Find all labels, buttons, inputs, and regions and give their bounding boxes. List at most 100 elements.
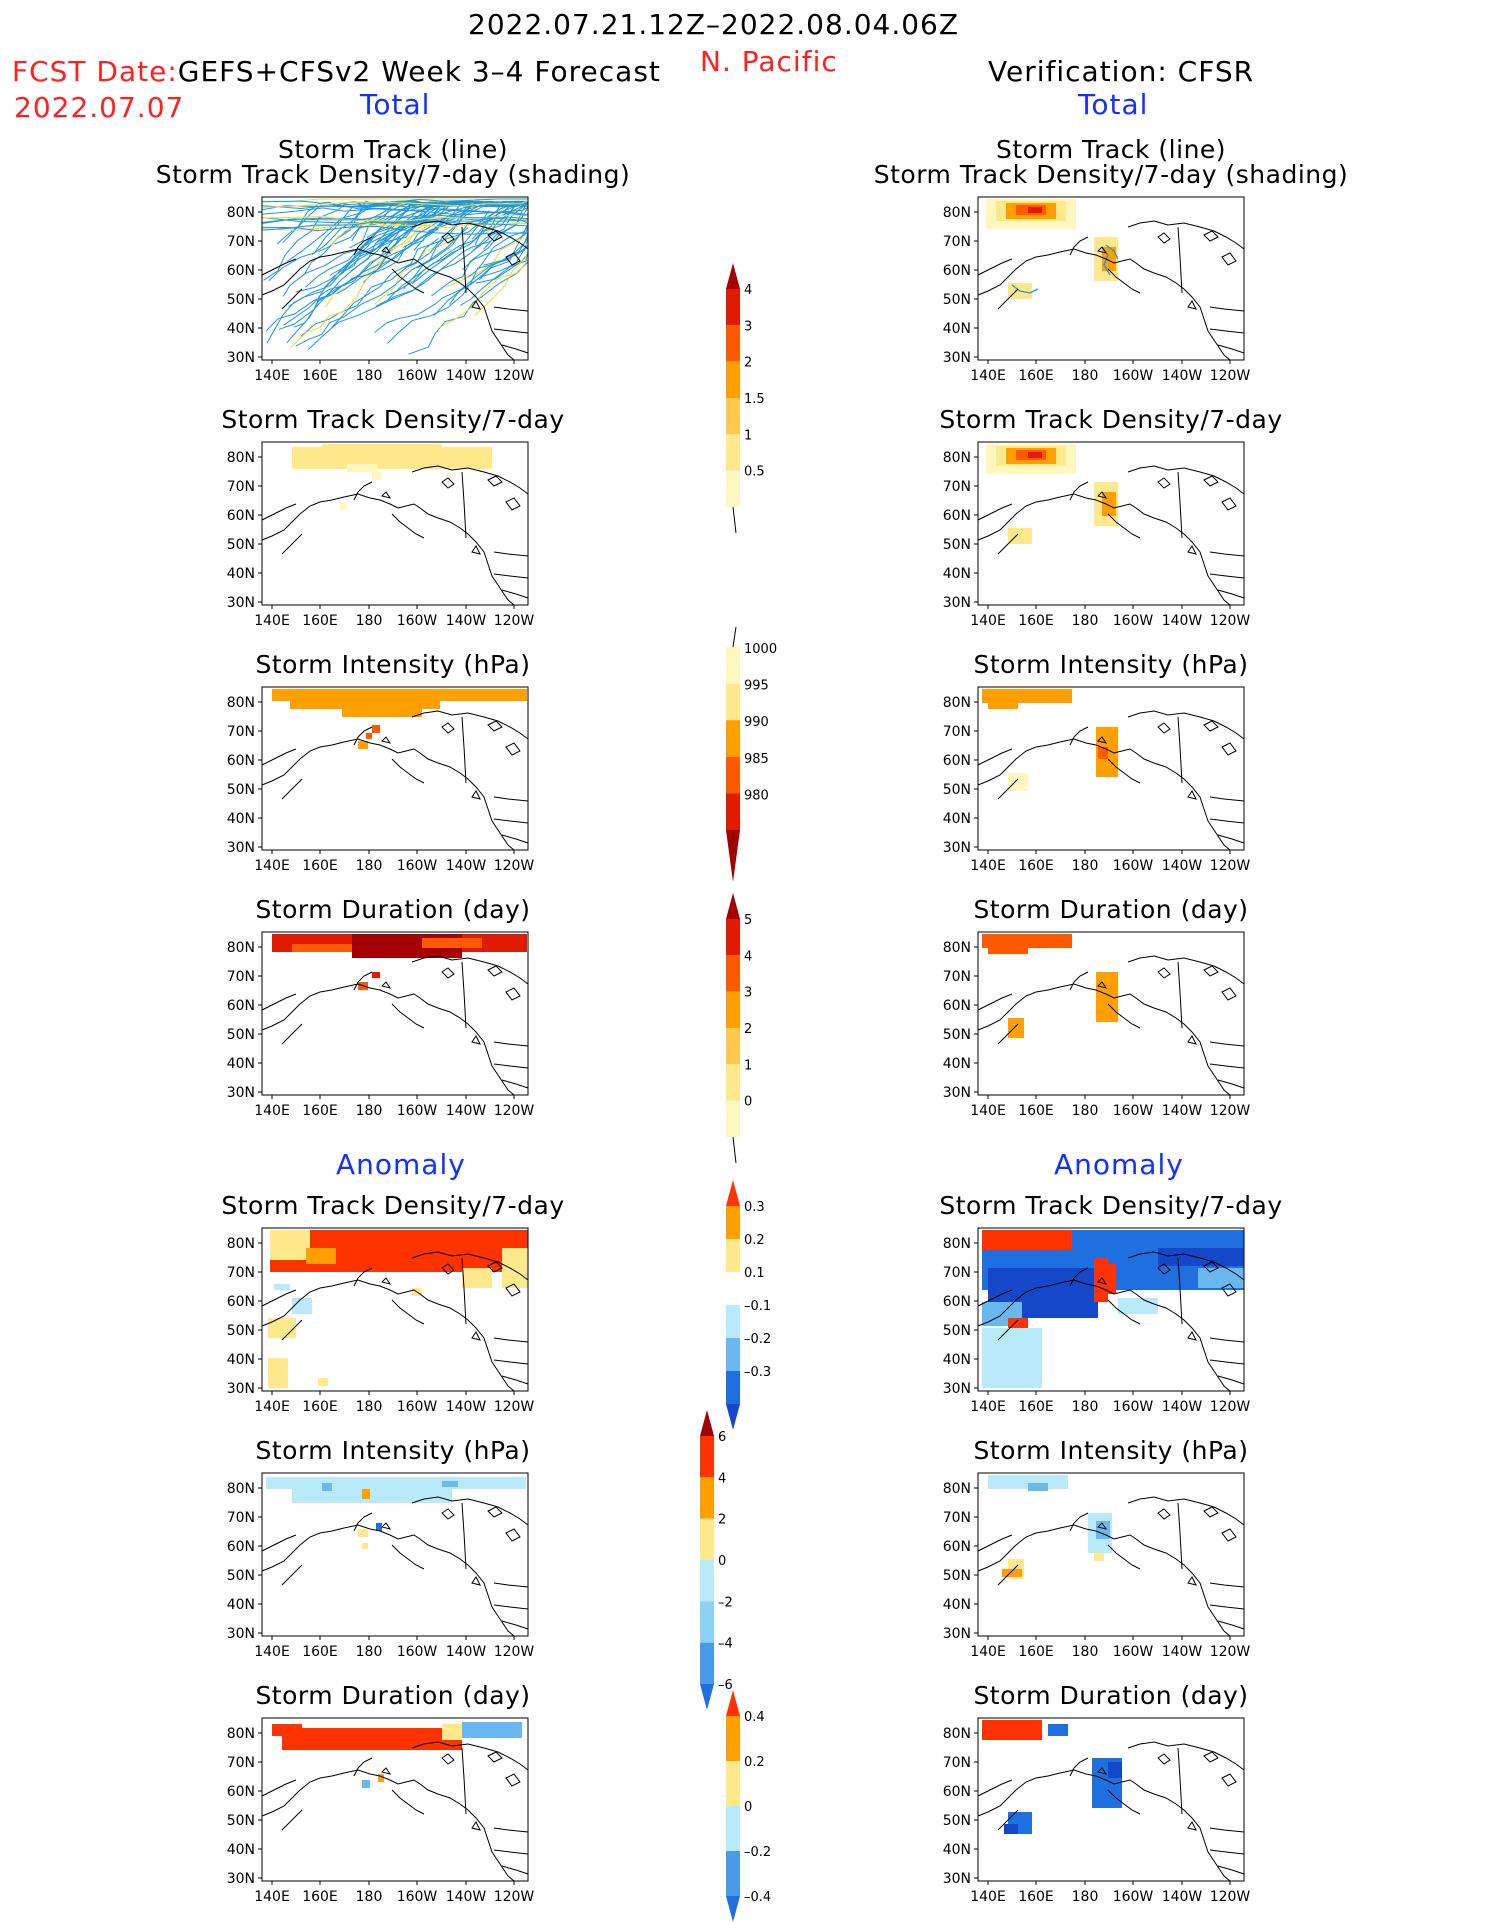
lat-tick-label: 30N (943, 1381, 971, 1397)
colorbar-label: 1 (744, 428, 752, 443)
lon-tick-label: 180 (1072, 1103, 1099, 1119)
track-line (374, 245, 529, 333)
shade-cell (502, 1248, 528, 1288)
coastline-segment (1127, 955, 1245, 985)
right-anomaly-label: Anomaly (1054, 1148, 1184, 1181)
coastline-segment (411, 710, 529, 740)
coastline (977, 710, 1245, 851)
lon-tick-label: 160E (1018, 613, 1054, 629)
colorbar-swatch (726, 919, 740, 956)
coastline-segment (1217, 589, 1245, 599)
coastline-segment (461, 1257, 467, 1325)
lon-tick-label: 120W (1210, 1644, 1251, 1660)
panel-title: Storm Intensity (hPa) (255, 1436, 531, 1465)
colorbar-swatch (726, 470, 740, 507)
panel-title: Storm Intensity (hPa) (255, 650, 531, 679)
shade-cell (366, 733, 372, 739)
colorbar-swatch (726, 1272, 740, 1305)
coastline-segment (1157, 1508, 1171, 1520)
shade-cell (358, 741, 368, 749)
colorbar-swatch (726, 1028, 740, 1065)
coastline-segment (505, 1528, 521, 1542)
lat-tick-label: 70N (943, 1265, 971, 1281)
coastline (977, 955, 1245, 1096)
coastline (977, 220, 1245, 361)
track-line (304, 202, 466, 274)
track-line (438, 259, 529, 329)
coastline-segment (1107, 1299, 1141, 1325)
coastline-segment (1187, 545, 1197, 555)
colorbar-label: 1 (744, 1058, 752, 1073)
lon-tick-label: 160W (1113, 1889, 1154, 1905)
coastline-segment (493, 1359, 529, 1365)
coastline-segment (1107, 758, 1141, 784)
lat-tick-label: 60N (227, 998, 255, 1014)
lat-tick-label: 40N (943, 1056, 971, 1072)
shade-cell (274, 1284, 290, 1290)
lat-tick-label: 30N (227, 1626, 255, 1642)
map-svg: 80N 70N 60N 50N 40N 30N 140E 160E 180 160W 140W 120… (227, 931, 534, 1119)
track-line (461, 227, 529, 271)
coastline-segment (1209, 1849, 1245, 1855)
coastline-segment (487, 1506, 503, 1518)
track-line (261, 207, 529, 216)
map-frame (977, 1227, 1245, 1392)
shade-cell (372, 725, 380, 733)
lat-tick-label: 80N (227, 940, 255, 956)
shade-cell (378, 1774, 384, 1782)
coastline-segment (1209, 551, 1245, 557)
lon-tick-label: 180 (356, 1889, 383, 1905)
duration_forecast-map: 80N 70N 60N 50N 40N 30N 140E 160E 180 160W 140W 120… (222, 931, 548, 1125)
coastline-segment (471, 300, 481, 310)
coastline-segment (261, 993, 297, 1011)
lat-tick-label: 30N (943, 840, 971, 856)
colorbar-label: 5 (744, 913, 752, 928)
colorbar-swatch (700, 1436, 714, 1478)
coastline-segment (391, 268, 425, 294)
coastline-segment (391, 1544, 425, 1570)
shade-cell (292, 944, 352, 952)
coastline-segment (281, 288, 303, 310)
shade-cell (376, 1523, 382, 1531)
colorbar-swatch (726, 830, 740, 882)
lon-tick-label: 140W (1162, 1644, 1203, 1660)
colorbar-swatch (726, 1761, 740, 1806)
shade-cell (982, 1720, 1042, 1740)
map-svg: 80N 70N 60N 50N 40N 30N 140E 160E 180 160W 140W 120… (943, 196, 1250, 384)
coastline-segment (411, 1496, 529, 1526)
duration_anom_verif-map: 80N 70N 60N 50N 40N 30N 140E 160E 180 160W 140W 120… (938, 1717, 1264, 1911)
coastline (261, 1741, 529, 1882)
track-line (1011, 284, 1039, 294)
coastline-segment (487, 230, 503, 242)
lon-tick-label: 160W (397, 1644, 438, 1660)
coastline-segment (261, 748, 297, 766)
coastline-segment (1107, 1789, 1141, 1815)
map-svg: 80N 70N 60N 50N 40N 30N 140E 160E 180 160W 140W 120… (943, 1227, 1250, 1415)
colorbar-label: 0.3 (744, 1200, 765, 1215)
lat-tick-label: 40N (227, 321, 255, 337)
coastline-segment (997, 1564, 1019, 1586)
map-frame (977, 196, 1245, 361)
coastline-segment (411, 465, 529, 495)
lat-tick-label: 60N (943, 1539, 971, 1555)
colorbar-label: 1.5 (744, 392, 765, 407)
colorbar-label: 6 (718, 1430, 726, 1445)
coastline-segment (1127, 220, 1245, 250)
map-svg: 80N 70N 60N 50N 40N 30N 140E 160E 180 160W 140W 120… (227, 686, 534, 874)
map-frame (977, 441, 1245, 606)
coastline-segment (1177, 716, 1183, 784)
colorbar-label: –0.4 (744, 1890, 771, 1905)
coastline-segment (261, 1279, 515, 1392)
coastline-segment (1177, 1747, 1183, 1815)
lon-tick-label: 160E (1018, 858, 1054, 874)
track-line (261, 214, 529, 222)
lat-tick-label: 60N (227, 1539, 255, 1555)
shade-cell (1198, 1268, 1244, 1288)
lon-tick-label: 160E (1018, 1399, 1054, 1415)
map-svg: 80N 70N 60N 50N 40N 30N 140E 160E 180 160W 140W 120… (943, 1472, 1251, 1660)
lon-tick-label: 160E (302, 1399, 338, 1415)
coastline-segment (1069, 1512, 1089, 1532)
colorbar-label: 980 (744, 788, 769, 803)
lon-tick-label: 160W (1113, 613, 1154, 629)
coastline-segment (471, 790, 481, 800)
